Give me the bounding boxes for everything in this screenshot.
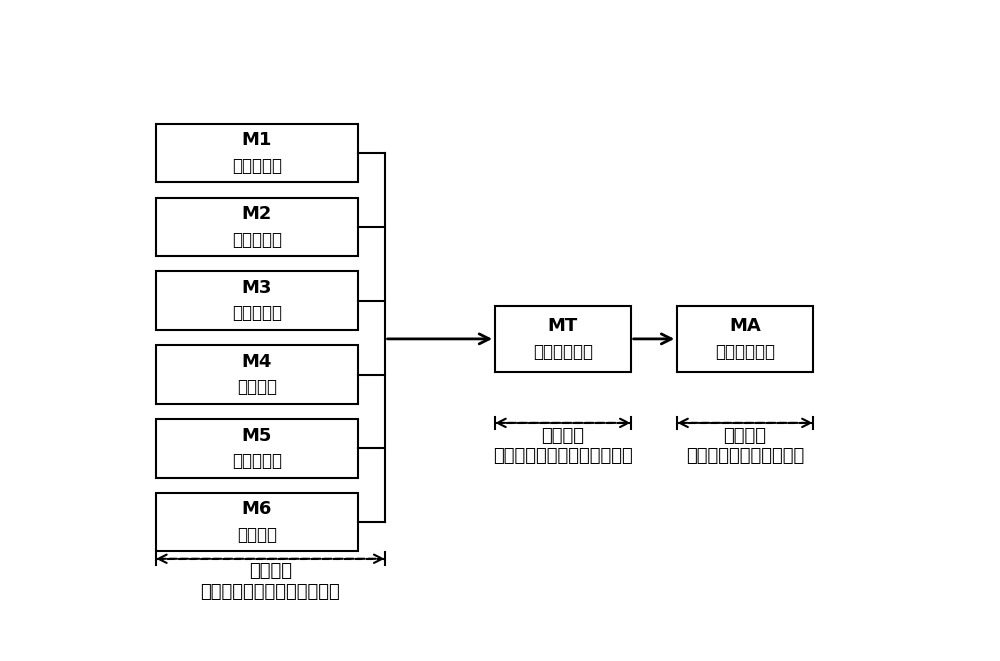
Text: （电源板）: （电源板） xyxy=(232,231,282,249)
Text: M4: M4 xyxy=(242,353,272,371)
Bar xyxy=(156,124,358,182)
Text: （主板）: （主板） xyxy=(237,378,277,396)
Text: M3: M3 xyxy=(242,279,272,297)
Text: （液晶电视机零件运输阶段）: （液晶电视机零件运输阶段） xyxy=(493,447,633,465)
Text: MT: MT xyxy=(548,317,578,335)
Text: （液晶电视机零件加工阶段）: （液晶电视机零件加工阶段） xyxy=(200,583,340,601)
Text: （液晶电视机装配阶段）: （液晶电视机装配阶段） xyxy=(686,447,804,465)
Bar xyxy=(495,306,631,372)
Text: 第三阶段: 第三阶段 xyxy=(724,426,767,445)
Bar xyxy=(156,345,358,404)
Text: （装配阶段）: （装配阶段） xyxy=(715,342,775,361)
Text: M6: M6 xyxy=(242,500,272,518)
Text: M2: M2 xyxy=(242,205,272,223)
Bar xyxy=(156,272,358,330)
Text: （液晶屏）: （液晶屏） xyxy=(232,157,282,175)
Text: （外壳）: （外壳） xyxy=(237,526,277,544)
Text: 第二阶段: 第二阶段 xyxy=(541,426,584,445)
Text: （高压板）: （高压板） xyxy=(232,305,282,323)
Bar xyxy=(677,306,813,372)
Text: （运输阶段）: （运输阶段） xyxy=(533,342,593,361)
Text: M1: M1 xyxy=(242,132,272,149)
Bar xyxy=(156,493,358,551)
Text: （按键板）: （按键板） xyxy=(232,452,282,470)
Text: 第一阶段: 第一阶段 xyxy=(249,563,292,580)
Bar xyxy=(156,198,358,256)
Text: MA: MA xyxy=(729,317,761,335)
Text: M5: M5 xyxy=(242,426,272,445)
Bar xyxy=(156,419,358,478)
